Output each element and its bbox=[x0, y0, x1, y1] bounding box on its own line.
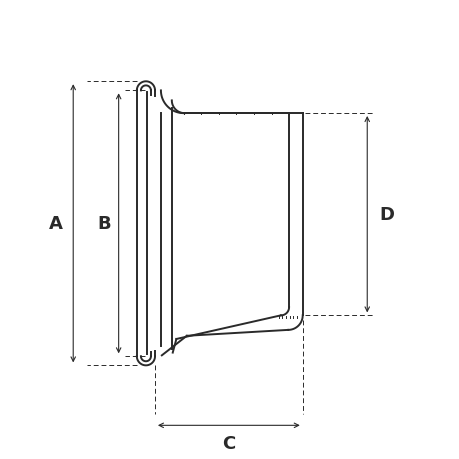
Text: A: A bbox=[49, 215, 63, 233]
Text: C: C bbox=[222, 434, 235, 452]
Text: D: D bbox=[379, 206, 393, 224]
Text: B: B bbox=[97, 215, 111, 233]
